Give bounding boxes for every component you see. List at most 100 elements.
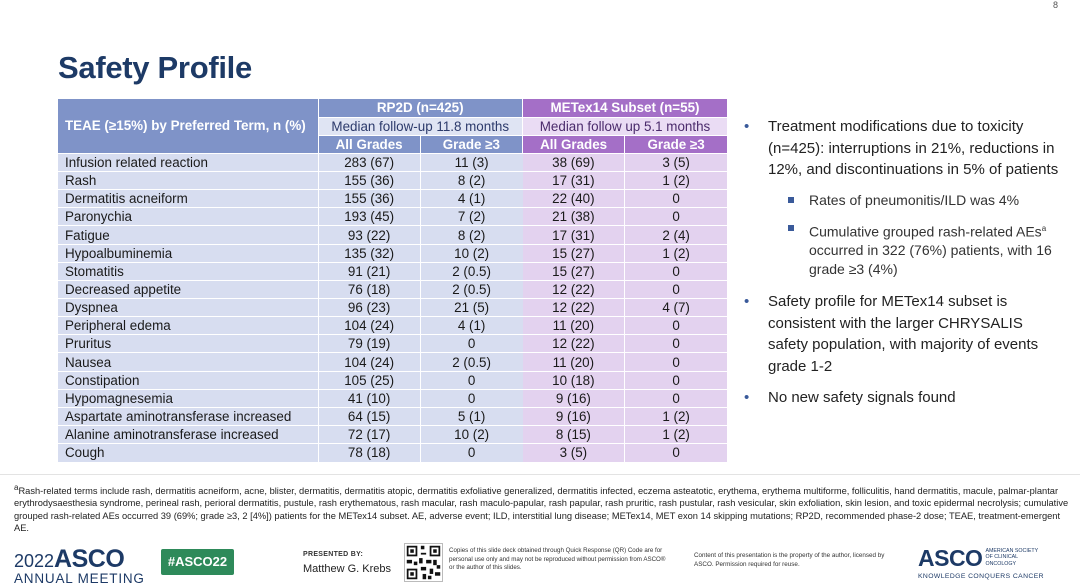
rp2d-grade3-cell: 4 (1) xyxy=(419,316,523,335)
rp2d-all-grades-cell: 193 (45) xyxy=(317,207,421,226)
rp2d-all-grades-cell: 105 (25) xyxy=(317,370,421,390)
rp2d-all-grades-cell: 78 (18) xyxy=(317,443,421,462)
metex14-all-grades-cell: 9 (16) xyxy=(522,388,625,408)
table-row: Paronychia 193 (45) 7 (2) 21 (38) 0 xyxy=(58,207,727,226)
rp2d-grade3-cell: 2 (0.5) xyxy=(419,352,523,372)
metex14-all-grades-cell: 12 (22) xyxy=(522,334,625,353)
rp2d-grade3-cell: 11 (3) xyxy=(419,152,523,172)
metex14-grade3-cell: 1 (2) xyxy=(624,425,727,444)
rp2d-all-grades-cell: 155 (36) xyxy=(317,189,421,208)
rp2d-header: RP2D (n=425) xyxy=(317,99,523,118)
summary-bullets: • Treatment modifications due to toxicit… xyxy=(744,116,1060,419)
metex14-all-grades-cell: 12 (22) xyxy=(522,298,625,317)
table-row: Stomatitis 91 (21) 2 (0.5) 15 (27) 0 xyxy=(58,261,727,281)
subbullet-pneumonitis: Rates of pneumonitis/ILD was 4% xyxy=(744,191,1060,210)
rp2d-all-grades-cell: 72 (17) xyxy=(317,425,421,444)
term-cell: Dyspnea xyxy=(58,298,318,317)
bullet-metex14-consistency: • Safety profile for METex14 subset is c… xyxy=(744,293,1039,375)
table-row: Dyspnea 96 (23) 21 (5) 12 (22) 4 (7) xyxy=(58,298,727,317)
metex14-all-grades-header: All Grades xyxy=(521,134,625,154)
term-cell: Alanine aminotransferase increased xyxy=(58,425,318,444)
metex14-all-grades-cell: 11 (20) xyxy=(522,352,625,372)
metex14-grade3-cell: 2 (4) xyxy=(624,225,727,245)
page-number: 8 xyxy=(1052,0,1058,10)
footnote-divider xyxy=(0,474,1080,475)
metex14-followup: Median follow up 5.1 months xyxy=(522,116,727,136)
table-row: Hypoalbuminemia 135 (32) 10 (2) 15 (27) 1 (2… xyxy=(58,243,727,263)
metex14-grade3-cell: 0 xyxy=(624,370,727,390)
teae-header: TEAE (≥15%) by Preferred Term, n (%) xyxy=(58,99,318,154)
metex14-grade3-header: Grade ≥3 xyxy=(624,134,727,154)
table-row: Constipation 105 (25) 0 10 (18) 0 xyxy=(58,370,727,390)
metex14-grade3-cell: 1 (2) xyxy=(624,243,727,263)
term-cell: Peripheral edema xyxy=(58,316,318,335)
term-cell: Rash xyxy=(58,171,318,190)
term-cell: Decreased appetite xyxy=(58,279,318,299)
metex14-all-grades-cell: 15 (27) xyxy=(522,243,625,263)
metex14-all-grades-cell: 11 (20) xyxy=(522,316,625,335)
table-row: Alanine aminotransferase increased 72 (17… xyxy=(58,425,727,444)
square-bullet-icon xyxy=(788,196,794,203)
metex14-all-grades-cell: 15 (27) xyxy=(522,261,625,281)
qr-code-icon[interactable] xyxy=(404,543,443,582)
table-row: Infusion related reaction 283 (67) 11 (3) 3… xyxy=(58,152,727,172)
hashtag-badge: #ASCO22 xyxy=(161,549,234,575)
asco-annual-meeting-logo: 2022ASCO ANNUAL MEETING xyxy=(14,545,145,586)
table-row: Rash 155 (36) 8 (2) 17 (31) 1 (2) xyxy=(58,171,727,190)
slide-title: Safety Profile xyxy=(58,50,252,85)
table-row: Aspartate aminotransferase increased 64 (… xyxy=(58,406,727,426)
term-cell: Hypomagnesemia xyxy=(58,388,318,408)
rp2d-grade3-cell: 0 xyxy=(419,370,523,390)
table-row: Dermatitis acneiform 155 (36) 4 (1) 22 (40)… xyxy=(58,189,727,208)
table-row: Nausea 104 (24) 2 (0.5) 11 (20) 0 xyxy=(58,352,727,372)
term-cell: Pruritus xyxy=(58,334,318,353)
rp2d-all-grades-header: All Grades xyxy=(317,134,421,154)
rp2d-grade3-cell: 0 xyxy=(419,443,523,462)
term-cell: Infusion related reaction xyxy=(58,152,318,172)
metex14-grade3-cell: 0 xyxy=(624,443,727,462)
metex14-grade3-cell: 1 (2) xyxy=(624,171,727,190)
table-row: Cough 78 (18) 0 3 (5) 0 xyxy=(58,443,727,462)
subbullet-rash-aes: Cumulative grouped rash-related AEsa occ… xyxy=(744,219,1060,280)
footer-bar: 2022ASCO ANNUAL MEETING #ASCO22 PRESENTE… xyxy=(0,539,1080,586)
rp2d-grade3-cell: 7 (2) xyxy=(419,207,523,226)
rp2d-grade3-cell: 4 (1) xyxy=(419,189,523,208)
content-ownership-note: Content of this presentation is the prop… xyxy=(694,552,885,568)
metex14-all-grades-cell: 17 (31) xyxy=(522,225,625,245)
table-row: Peripheral edema 104 (24) 4 (1) 11 (20) 0 xyxy=(58,316,727,335)
term-cell: Hypoalbuminemia xyxy=(58,243,318,263)
rp2d-grade3-header: Grade ≥3 xyxy=(419,134,523,154)
metex14-all-grades-cell: 38 (69) xyxy=(522,152,625,172)
rp2d-all-grades-cell: 91 (21) xyxy=(317,261,421,281)
rp2d-all-grades-cell: 104 (24) xyxy=(317,316,421,335)
term-cell: Constipation xyxy=(58,370,318,390)
metex14-grade3-cell: 0 xyxy=(624,334,727,353)
bullet-treatment-modifications: • Treatment modifications due to toxicit… xyxy=(744,118,1059,178)
rp2d-grade3-cell: 21 (5) xyxy=(419,298,523,317)
rp2d-grade3-cell: 2 (0.5) xyxy=(419,279,523,299)
metex14-grade3-cell: 0 xyxy=(624,261,727,281)
rp2d-all-grades-cell: 155 (36) xyxy=(317,171,421,190)
footnote: aRash-related terms include rash, dermat… xyxy=(14,483,1069,533)
presenter-name: Matthew G. Krebs xyxy=(303,563,392,575)
rp2d-all-grades-cell: 104 (24) xyxy=(317,352,421,372)
term-cell: Nausea xyxy=(58,352,318,372)
metex14-all-grades-cell: 12 (22) xyxy=(522,279,625,299)
rp2d-grade3-cell: 0 xyxy=(419,388,523,408)
metex14-all-grades-cell: 8 (15) xyxy=(522,425,625,444)
term-cell: Paronychia xyxy=(58,207,318,226)
rp2d-grade3-cell: 2 (0.5) xyxy=(419,261,523,281)
rp2d-grade3-cell: 5 (1) xyxy=(419,406,523,426)
term-cell: Aspartate aminotransferase increased xyxy=(58,406,318,426)
rp2d-grade3-cell: 0 xyxy=(419,334,523,353)
rp2d-all-grades-cell: 64 (15) xyxy=(317,406,421,426)
table-row: Decreased appetite 76 (18) 2 (0.5) 12 (22) 0 xyxy=(58,279,727,299)
metex14-grade3-cell: 1 (2) xyxy=(624,406,727,426)
asco-society-logo: ASCO AMERICAN SOCIETY OF CLINICAL ONCOLOG… xyxy=(918,545,1044,580)
rp2d-all-grades-cell: 135 (32) xyxy=(317,243,421,263)
metex14-all-grades-cell: 9 (16) xyxy=(522,406,625,426)
term-cell: Dermatitis acneiform xyxy=(58,189,318,208)
rp2d-all-grades-cell: 93 (22) xyxy=(317,225,421,245)
metex14-grade3-cell: 0 xyxy=(624,279,727,299)
term-cell: Stomatitis xyxy=(58,261,318,281)
